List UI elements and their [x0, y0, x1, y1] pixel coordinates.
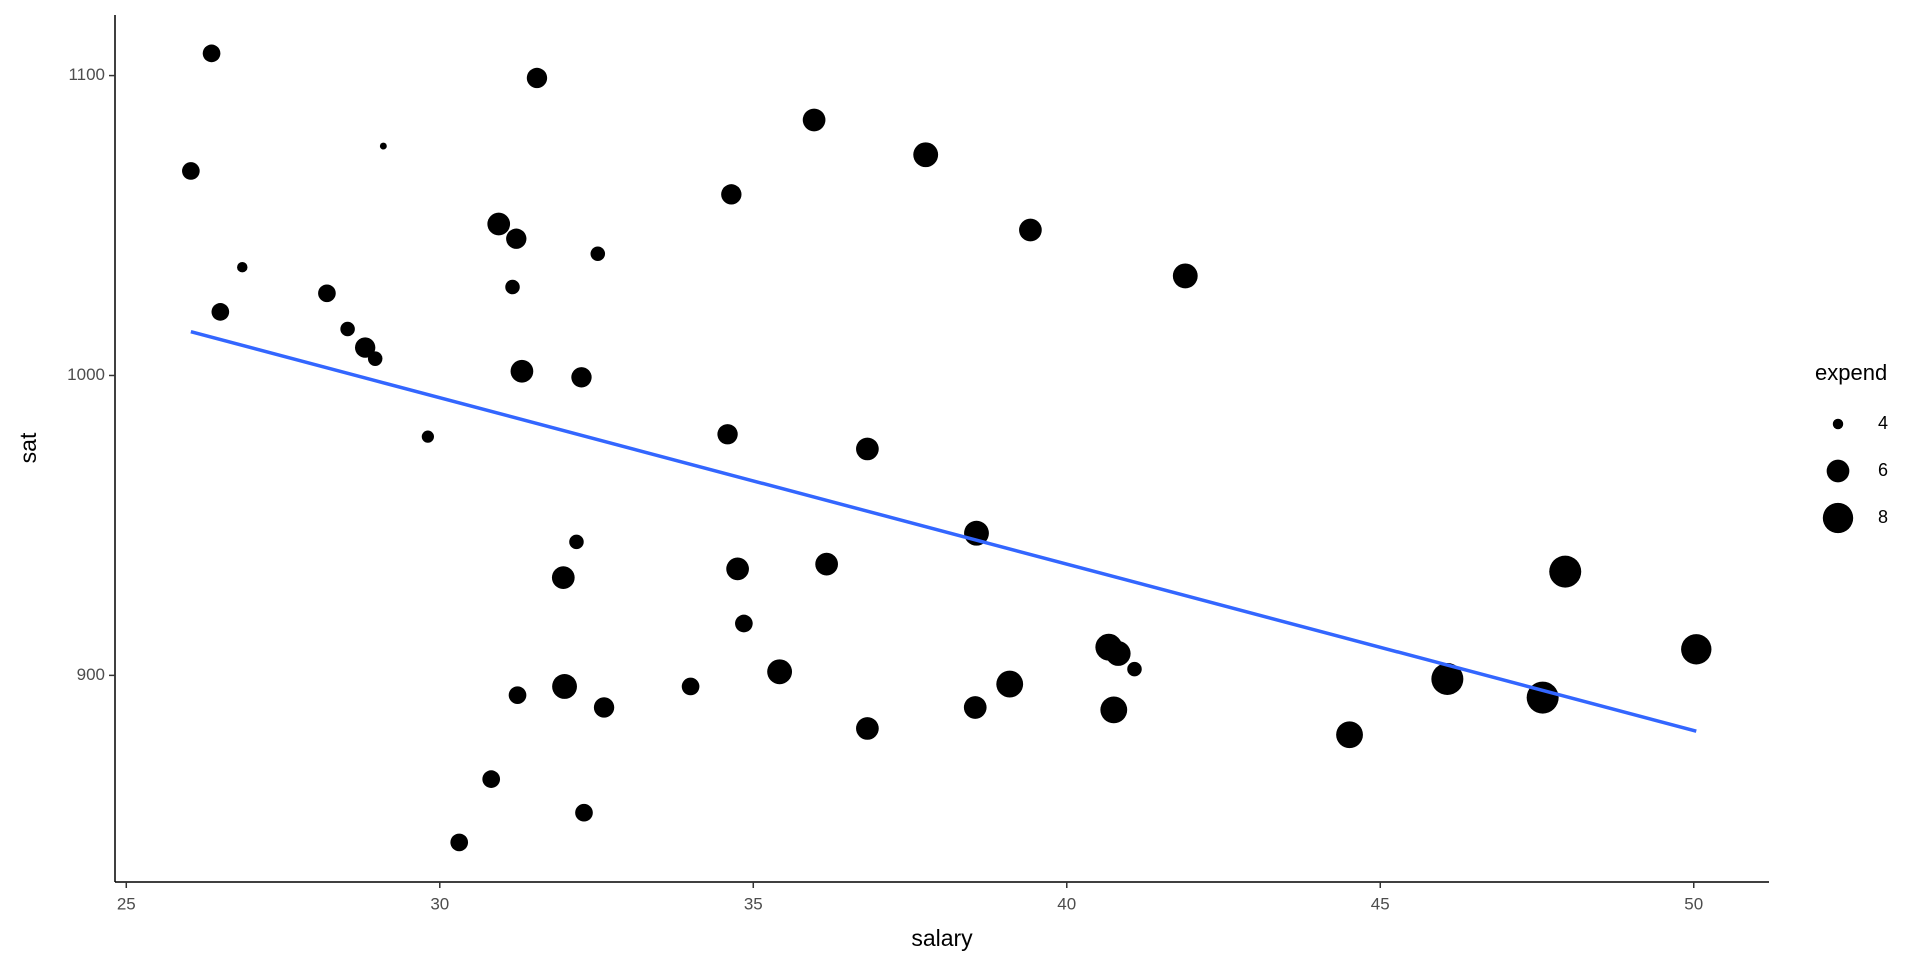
x-tick-label: 45: [1371, 894, 1390, 913]
point: [354, 337, 376, 358]
point: [551, 566, 575, 589]
point: [340, 321, 355, 337]
point: [1431, 662, 1464, 695]
point: [421, 430, 434, 443]
point: [237, 261, 248, 273]
point: [1100, 696, 1128, 724]
x-axis-title: salary: [911, 925, 973, 951]
point: [1172, 263, 1198, 289]
point: [571, 367, 592, 388]
point: [717, 424, 738, 445]
point: [367, 351, 383, 366]
x-tick-label: 40: [1057, 894, 1076, 913]
point: [721, 184, 742, 205]
point: [211, 303, 230, 321]
point: [856, 437, 879, 461]
point: [1549, 555, 1582, 588]
x-tick-label: 50: [1684, 894, 1703, 913]
y-axis-title: sat: [15, 432, 41, 463]
point: [1336, 721, 1363, 749]
legend-symbol: [1822, 502, 1854, 534]
legend-symbol: [1826, 459, 1850, 483]
point: [1127, 661, 1142, 677]
legend-symbol: [1832, 418, 1844, 430]
x-tick-label: 35: [744, 894, 763, 913]
y-tick-label: 1100: [68, 65, 105, 84]
point: [767, 659, 793, 685]
point: [726, 557, 749, 581]
point: [963, 696, 987, 719]
point: [450, 833, 469, 852]
fit-line: [190, 329, 1697, 733]
point: [318, 284, 336, 303]
y-tick-label: 1000: [67, 365, 105, 384]
point: [590, 246, 606, 261]
legend-title: expend: [1815, 360, 1887, 385]
point: [510, 359, 534, 383]
point: [856, 717, 879, 740]
point: [593, 697, 615, 718]
point: [482, 770, 501, 788]
x-tick-label: 30: [430, 894, 449, 913]
point: [1681, 634, 1712, 665]
legend-label: 4: [1878, 413, 1888, 433]
legend-label: 8: [1878, 507, 1888, 527]
point: [575, 803, 593, 822]
legend-label: 6: [1878, 460, 1888, 480]
point: [487, 212, 511, 236]
point: [182, 162, 200, 180]
point: [508, 686, 527, 705]
point: [202, 44, 221, 63]
point: [1105, 641, 1131, 666]
point: [379, 142, 387, 150]
point: [815, 552, 838, 576]
point: [681, 677, 700, 696]
point: [506, 228, 527, 249]
point: [1019, 218, 1042, 242]
point: [526, 67, 548, 89]
point: [552, 674, 577, 699]
point: [996, 670, 1024, 698]
point: [505, 279, 520, 295]
point: [913, 142, 939, 168]
x-tick-label: 25: [117, 894, 136, 913]
point: [569, 534, 584, 550]
point: [735, 614, 753, 633]
y-tick-label: 900: [77, 665, 105, 684]
point: [802, 108, 826, 132]
